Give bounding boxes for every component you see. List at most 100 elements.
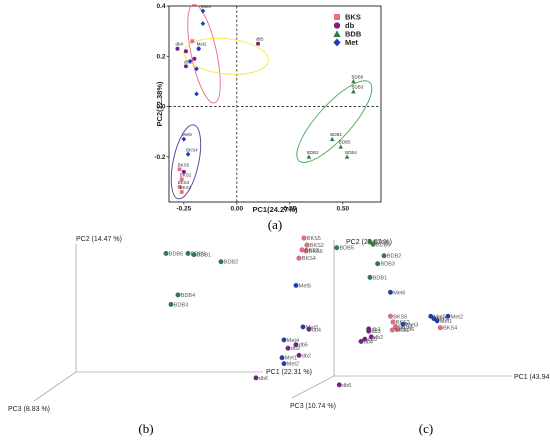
panel-a-pca-plot: -0.25 0.00 0.25 0.50-0.20.00.20.4 BKS5BKS2B…	[154, 3, 382, 232]
c-point-db6	[336, 382, 342, 388]
panel-a-y-axis-title: PC2(12.38%)	[155, 81, 164, 127]
panel-a-point-label: BKS1	[180, 185, 192, 190]
panel-a-legend-marker-bks	[334, 14, 340, 20]
b-point-bks4	[296, 255, 302, 261]
panel-a-x-tick-label: -0.25	[176, 206, 191, 213]
c-point-label: BKS6	[400, 327, 414, 333]
panel-a-plot-frame	[168, 5, 382, 203]
b-point-label: BDB4	[181, 293, 195, 299]
panel-a-point-label: BDB2	[307, 150, 319, 155]
panel-a-point-met	[200, 8, 206, 14]
c-point-label: Met6	[393, 290, 405, 296]
panel-c-pc1-label: PC1 (43.94 %)	[514, 374, 550, 381]
panel-b-pc1-label: PC1 (22.31 %)	[266, 369, 312, 376]
panel-a-legend-label-bdb: BDB	[345, 30, 362, 39]
panel-a-point-bdb	[306, 154, 312, 159]
c-point-label: db2	[374, 335, 383, 341]
panel-a-point-met	[181, 136, 187, 142]
panel-a-point-label: BKS3	[178, 180, 190, 185]
panel-a-point-met	[194, 66, 199, 72]
c-point-bdb3	[375, 261, 381, 267]
panel-a-point-label: db1	[184, 59, 192, 64]
b-point-label: BKS4	[302, 256, 316, 262]
panel-c-points: BDB4BDB6BDB5BDB2BDB3BDB1Met6BKS5BKS2BKS3…	[334, 239, 463, 389]
panel-a-point-met	[194, 91, 199, 97]
c-point-label: BDB3	[380, 262, 394, 268]
panel-b-pc3-label: PC3 (8.83 %)	[8, 406, 50, 413]
panel-b-label: (b)	[138, 421, 153, 436]
c-point-label: db6	[342, 383, 351, 389]
c-point-db4	[358, 339, 364, 344]
panel-a-point-met	[187, 58, 193, 64]
panel-a-point-label: BDB6	[351, 74, 363, 79]
c-point-met6	[388, 289, 393, 295]
panel-a-point-met	[185, 151, 191, 157]
c-point-bdb5	[334, 245, 340, 251]
panel-a-point-db	[181, 169, 186, 174]
c-point-bdb1	[367, 275, 373, 280]
c-point-label: Met1	[440, 319, 452, 325]
b-point-met2	[281, 361, 287, 367]
b-point-label: BKS5	[307, 236, 321, 242]
panel-a-point-bks	[179, 177, 184, 182]
b-point-label: BDB1	[197, 253, 211, 259]
c-point-label: BDB5	[340, 246, 354, 252]
b-point-bdb6	[163, 250, 169, 256]
c-point-label: BDB2	[387, 254, 401, 260]
panel-c-pc3-axis	[291, 375, 335, 399]
panel-a-point-db	[192, 56, 197, 61]
panel-a-y-tick-label: 0.0	[156, 104, 165, 111]
b-point-met5	[293, 282, 299, 288]
panel-b-pc2-label: PC2 (14.47 %)	[76, 236, 122, 243]
b-point-label: Met1	[285, 356, 297, 362]
panel-a-legend-marker-db	[333, 22, 341, 29]
panel-a-ellipse-bdb	[296, 80, 373, 163]
panel-a-y-tick-label: 0.2	[156, 53, 165, 60]
b-point-bks3	[299, 247, 305, 253]
b-point-label: BDB2	[224, 260, 238, 266]
panel-a-point-label: db5	[256, 37, 264, 42]
panel-a-legend-label-db: db	[345, 21, 355, 30]
panel-a-point-db	[183, 49, 188, 54]
c-point-bks2	[390, 319, 396, 325]
c-point-label: BKS4	[443, 326, 457, 332]
b-point-db3	[285, 345, 291, 351]
panel-a-point-bdb	[351, 79, 356, 84]
panel-a-point-bdb	[344, 154, 350, 159]
b-point-met3	[300, 324, 306, 330]
c-point-met2	[445, 313, 451, 319]
b-point-label: Met3	[306, 325, 318, 331]
panel-a-point-bdb	[338, 144, 343, 149]
panel-a-point-label: BDB1	[330, 132, 342, 137]
c-point-bdb6	[370, 241, 376, 247]
panel-a-point-db	[256, 41, 261, 46]
b-point-label: db3	[291, 346, 300, 352]
panel-b-3d-pca: PC2 (14.47 %) PC1 (22.31 %) PC3 (8.83 %)…	[8, 235, 324, 436]
c-point-label: BKS3	[398, 325, 412, 331]
panel-a-y-tick-label: 0.4	[156, 3, 165, 10]
panel-a-x-tick-label: 0.25	[284, 206, 297, 213]
c-point-label: db1	[371, 327, 380, 333]
b-point-bdb5	[185, 250, 191, 256]
b-point-label: db2	[302, 353, 311, 359]
b-point-label: Met5	[299, 283, 311, 289]
panel-a-point-db	[183, 64, 188, 69]
c-point-label: Met2	[451, 314, 463, 320]
panel-a-x-tick-label: 0.50	[337, 206, 350, 213]
panel-a-point-label: BDB3	[351, 84, 363, 89]
b-point-db6	[253, 375, 259, 381]
b-point-bks2	[304, 242, 310, 248]
c-point-label: Met4	[437, 317, 449, 323]
c-point-label: db5	[368, 337, 377, 343]
b-point-label: Met4	[287, 338, 299, 344]
panel-a-x-axis-title: PC1(24.27%)	[252, 205, 298, 214]
b-point-label: BDB5	[191, 251, 205, 257]
c-point-db2	[368, 334, 374, 340]
panel-a-point-label: BDB5	[339, 140, 351, 145]
b-point-label: BKS6	[309, 249, 323, 255]
b-point-met1	[279, 355, 285, 361]
panel-a-x-tick-label: 0.00	[231, 206, 244, 213]
b-point-bdb1	[191, 252, 197, 258]
